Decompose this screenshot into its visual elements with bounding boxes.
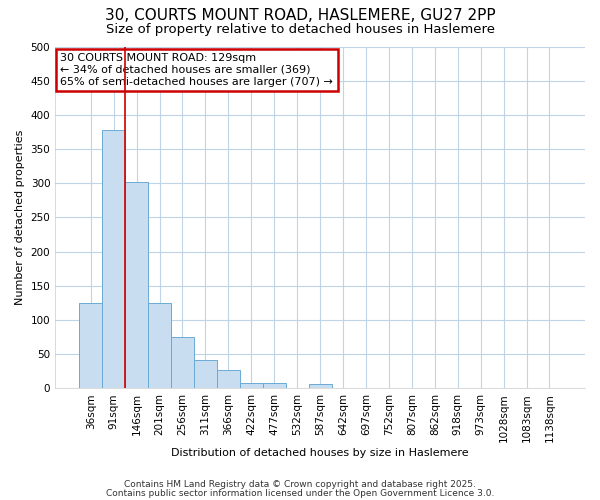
Bar — [171, 337, 194, 388]
Bar — [194, 360, 217, 388]
Bar — [217, 370, 240, 388]
Y-axis label: Number of detached properties: Number of detached properties — [15, 130, 25, 305]
Bar — [102, 130, 125, 388]
Text: Contains public sector information licensed under the Open Government Licence 3.: Contains public sector information licen… — [106, 488, 494, 498]
Text: Contains HM Land Registry data © Crown copyright and database right 2025.: Contains HM Land Registry data © Crown c… — [124, 480, 476, 489]
Text: Size of property relative to detached houses in Haslemere: Size of property relative to detached ho… — [106, 22, 494, 36]
Text: 30 COURTS MOUNT ROAD: 129sqm
← 34% of detached houses are smaller (369)
65% of s: 30 COURTS MOUNT ROAD: 129sqm ← 34% of de… — [61, 54, 334, 86]
Bar — [263, 383, 286, 388]
Bar — [308, 384, 332, 388]
Bar — [148, 303, 171, 388]
Bar — [240, 383, 263, 388]
Bar — [79, 303, 102, 388]
X-axis label: Distribution of detached houses by size in Haslemere: Distribution of detached houses by size … — [171, 448, 469, 458]
Text: 30, COURTS MOUNT ROAD, HASLEMERE, GU27 2PP: 30, COURTS MOUNT ROAD, HASLEMERE, GU27 2… — [104, 8, 496, 22]
Bar — [125, 182, 148, 388]
